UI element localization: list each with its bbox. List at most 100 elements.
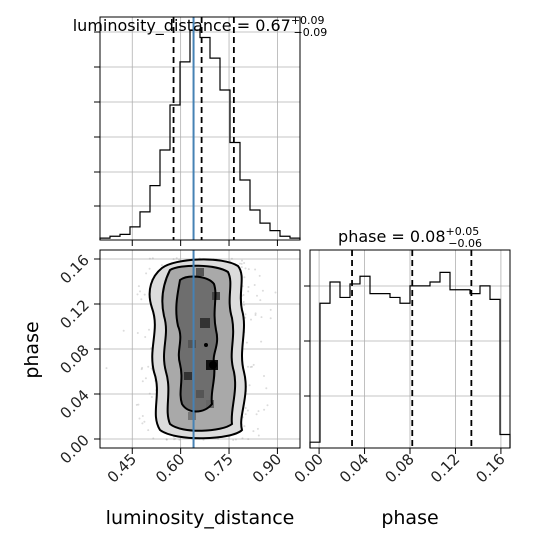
y-tick-labels-phase: 0.00 0.04 0.08 0.12 0.16 [56,251,92,467]
density-pixel [200,318,210,328]
scatter-point [141,380,144,383]
x-tick-label: 0.16 [472,450,508,486]
scatter-point [260,316,263,319]
scatter-point [144,377,147,380]
scatter-point [178,258,181,261]
scatter-point [241,259,243,262]
scatter-point [147,429,150,432]
scatter-point [256,294,258,297]
x-tick-label: 0.04 [336,450,372,486]
scatter-point [247,286,250,288]
scatter-point [260,340,263,343]
scatter-point [143,420,146,423]
scatter-point [247,268,250,271]
y-tick-label: 0.16 [56,251,92,287]
x-tick-label: 0.12 [427,450,463,486]
scatter-point [249,366,252,368]
quantile-lines-phase [351,250,473,448]
scatter-point [152,437,155,440]
tick-marks [304,285,502,454]
quantile-lines-luminosity-distance [172,17,235,240]
density-pixel [196,390,204,398]
y-tick-label: 0.04 [56,386,92,422]
scatter-point [136,332,139,334]
scatter-point [173,438,175,441]
scatter-point [150,396,153,398]
y-tick-label: 0.08 [56,341,92,377]
scatter-point [165,438,168,441]
scatter-point [246,409,249,412]
scatter-point [266,404,269,407]
scatter-point [160,264,163,267]
scatter-point [138,417,141,420]
scatter-point [140,368,143,371]
x-tick-label: 0.08 [381,450,417,486]
histogram-step [99,29,301,240]
scatter-point [232,439,235,441]
scatter-point [263,375,265,377]
scatter-point [137,403,140,406]
scatter-point [202,438,205,441]
scatter-point [243,304,246,306]
scatter-point [251,365,253,368]
scatter-point [148,392,151,395]
scatter-point [253,284,256,286]
scatter-point [254,312,257,315]
scatter-point [172,258,175,261]
tick-marks [94,258,278,454]
scatter-point [274,291,277,294]
scatter-point [257,410,260,413]
scatter-point [252,363,255,366]
scatter-point [265,387,268,390]
scatter-point [175,257,178,260]
y-tick-label: 0.00 [56,431,92,467]
scatter-point [143,293,146,296]
scatter-point [255,413,258,416]
scatter-point [141,415,144,417]
scatter-point [241,437,244,440]
scatter-point [244,407,247,409]
scatter-point [165,438,168,441]
scatter-point [147,365,150,368]
panel-phase-hist: 0.00 0.04 0.08 0.12 0.16 phase = 0.08+0.05 −0… [291,225,511,529]
scatter-point [243,425,246,428]
density-peak [204,343,208,347]
scatter-point [122,329,125,332]
density-pixel [188,412,196,420]
x-tick-label: 0.60 [152,450,188,486]
density-peak [209,361,217,369]
scatter-point [269,308,272,311]
title-luminosity-distance: luminosity_distance = 0.67+0.09 −0.09 [73,14,328,39]
x-tick-label: 0.90 [249,450,285,486]
scatter-point [174,437,177,440]
scatter-point [245,341,248,344]
x-axis-label-luminosity-distance: luminosity_distance [106,507,295,529]
scatter-point [178,438,181,441]
density-contour-outer [148,258,247,440]
scatter-point [261,289,264,292]
scatter-point [137,285,140,288]
x-tick-labels-luminosity-distance: 0.45 0.60 0.75 0.90 [104,450,286,486]
scatter-point [141,366,144,369]
scatter-point [263,408,266,411]
scatter-point [256,427,259,430]
density-pixel [206,400,214,408]
scatter-point [257,434,260,437]
scatter-point [254,314,257,316]
x-tick-label: 0.75 [201,450,237,486]
scatter-point [148,257,151,260]
scatter-point [243,276,246,279]
scatter-point [242,301,245,303]
scatter-point [144,336,147,338]
histogram-step [309,271,511,448]
scatter-point [244,413,247,416]
scatter-point [269,317,272,320]
histogram-phase [309,271,511,448]
density-pixel [184,372,192,380]
density-contours [148,258,247,440]
scatter-point [141,422,144,425]
scatter-point [145,272,148,275]
x-tick-label: 0.45 [104,450,140,486]
x-tick-labels-phase: 0.00 0.04 0.08 0.12 0.16 [291,450,509,486]
